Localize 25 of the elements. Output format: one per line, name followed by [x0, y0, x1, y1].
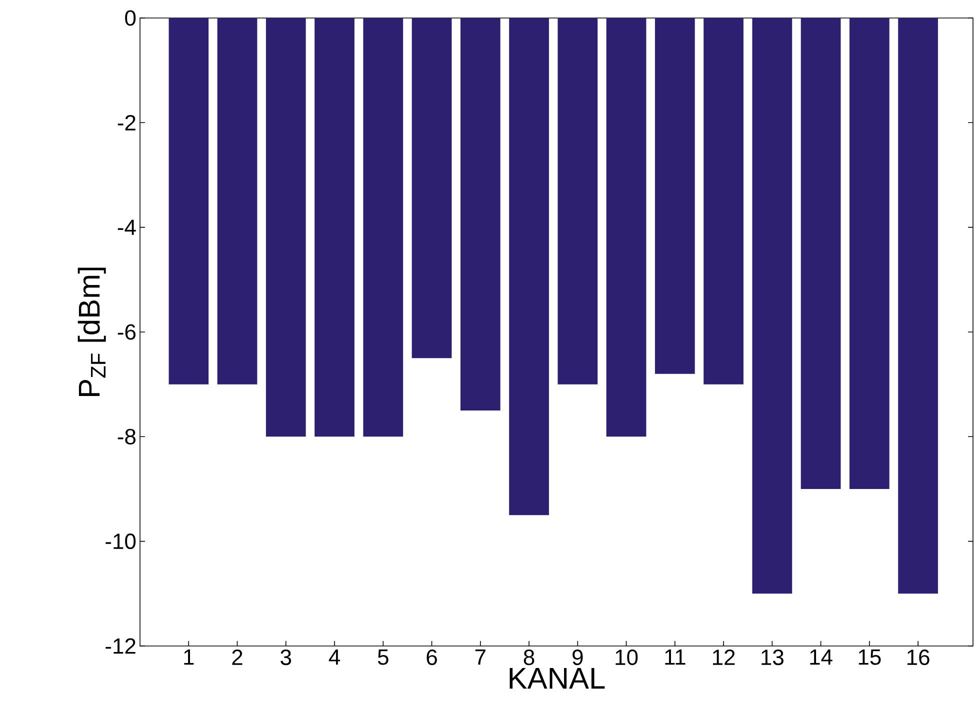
- y-tick-label: -2: [118, 114, 136, 130]
- y-tick-label: -8: [118, 428, 136, 444]
- x-tick-label: 1: [184, 650, 194, 665]
- x-tick-label: 9: [572, 650, 583, 666]
- y-axis-title: P$_{ZF}$ [dBm]: [78, 268, 106, 396]
- y-tick-label: -10: [106, 534, 136, 550]
- x-tick-label: 11: [665, 650, 686, 665]
- y-tick-label: 0: [125, 10, 136, 26]
- x-tick-label: 10: [616, 650, 638, 666]
- y-tick-label: -6: [118, 324, 136, 340]
- x-tick-label: 4: [328, 650, 340, 665]
- x-tick-label: 3: [280, 650, 292, 666]
- y-tick-label: -4: [118, 220, 136, 235]
- x-axis-title: KANAL: [510, 668, 605, 689]
- x-tick-label: 14: [810, 650, 832, 665]
- x-tick-label: 6: [426, 650, 437, 666]
- x-tick-label: 12: [712, 650, 735, 665]
- x-tick-label: 15: [858, 650, 881, 665]
- x-tick-label: 13: [762, 650, 784, 666]
- y-tick-label: -12: [106, 638, 136, 654]
- x-tick-label: 2: [232, 650, 242, 665]
- x-tick-label: 16: [907, 650, 930, 666]
- x-tick-label: 8: [524, 650, 534, 666]
- x-tick-label: 5: [378, 650, 388, 665]
- x-tick-label: 7: [475, 650, 486, 665]
